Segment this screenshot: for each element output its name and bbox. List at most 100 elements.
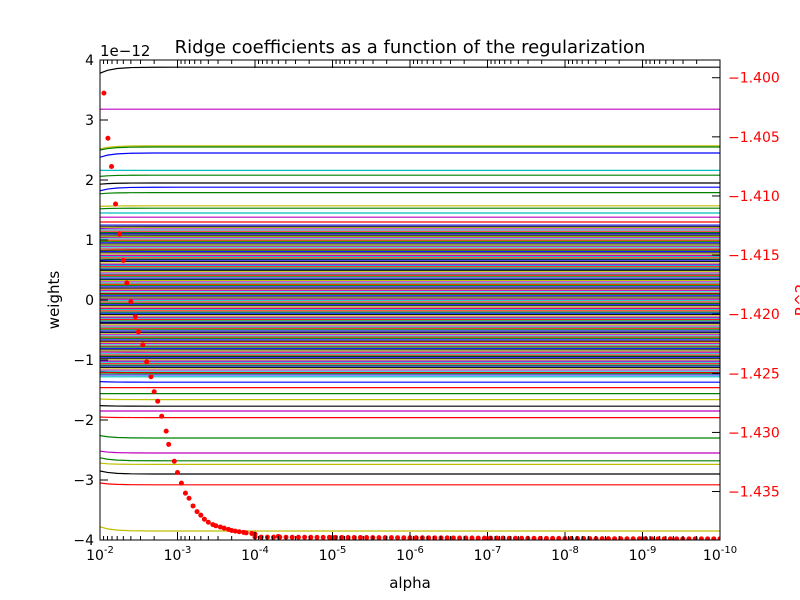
r2-point [289,534,295,540]
x-tick-label: 10-2 [86,545,114,564]
y-axis-title: weights [45,271,63,330]
weight-line [100,186,720,192]
r2-point [401,535,407,540]
r2-point [124,280,130,286]
weight-line [100,398,720,401]
r2-point [243,530,249,536]
x-tick-label: 10-10 [703,545,737,564]
r2-point [159,413,165,419]
r2-point [144,359,150,365]
y-tick-label: 1 [85,233,94,249]
r2-point [705,536,711,540]
weight-line [100,435,720,439]
r2-point [217,524,223,530]
y2-tick-label: −1.435 [728,485,780,501]
r2-point [636,536,642,540]
r2-point [339,534,345,540]
r2-point [128,299,134,305]
r2-point [357,535,363,540]
y-tick-label: 4 [85,53,94,69]
r2-point [166,441,172,447]
weight-line [100,416,720,419]
y-axis-left: −4 −3 −2 −1 0 1 2 3 4 [73,53,108,549]
r2-point [630,536,636,540]
weight-line [100,146,720,151]
r2-point [556,535,562,540]
r2-point [481,535,487,540]
x-tick-label: 10-7 [474,545,502,564]
weight-line [100,462,720,465]
r2-point [475,535,481,540]
weight-line [100,405,720,407]
r2-point [132,314,138,320]
weight-line [100,381,720,383]
r2-point [213,523,219,529]
r2-point [395,535,401,540]
r2-point [469,535,475,540]
weight-line [100,450,720,454]
r2-point [178,480,184,486]
y2-tick-label: −1.405 [728,130,780,146]
r2-point [519,535,525,540]
r2-point [624,536,630,540]
r2-point [376,535,382,540]
y2-axis-title: R^2 [792,284,800,317]
r2-point [494,535,500,540]
r2-point [667,536,673,540]
r2-point [302,534,308,540]
r2-point [151,389,157,395]
y2-tick-label: −1.415 [728,248,780,264]
r2-point [599,536,605,540]
r2-point [155,398,161,404]
r2-point [117,231,123,237]
r2-point [686,536,692,540]
r2-point [450,535,456,540]
y2-tick-label: −1.410 [728,189,780,205]
r2-point [105,135,111,141]
weight-line [100,145,720,150]
r2-point [171,458,177,464]
r2-point [113,201,119,207]
r2-point [186,495,192,501]
weight-line [100,207,720,210]
r2-series-group [101,90,720,540]
y2-tick-label: −1.420 [728,307,780,323]
x-tick-label: 10-3 [164,545,192,564]
r2-point [550,535,556,540]
r2-point [320,534,326,540]
r2-point [457,535,463,540]
r2-point [512,535,518,540]
r2-point [190,503,196,509]
x-tick-label: 10-9 [629,545,657,564]
r2-point [140,342,146,348]
r2-point [236,529,242,535]
y-tick-label: 0 [85,293,94,309]
x-axis-title: alpha [389,574,431,592]
r2-point [444,535,450,540]
y-tick-label: 2 [85,173,94,189]
weight-line [100,482,720,486]
r2-point [175,469,180,475]
x-tick-label: 10-6 [396,545,424,564]
y-tick-label: 3 [85,113,94,129]
r2-point [135,329,141,335]
r2-point [543,535,549,540]
y-axis-right: −1.400 −1.405 −1.410 −1.415 −1.420 −1.425 −1.4… [712,71,780,501]
y-tick-label: −1 [73,353,94,369]
weight-line [100,174,720,177]
y-tick-label: −4 [73,533,94,549]
r2-point [649,536,655,540]
weight-line [100,182,720,185]
x-tick-label: 10-4 [241,545,269,564]
y2-tick-label: −1.430 [728,425,780,441]
r2-point [314,534,320,540]
r2-point [120,257,126,263]
weight-line [100,457,720,462]
r2-point [612,536,618,540]
weight-line [100,66,720,74]
x-tick-label: 10-5 [319,545,347,564]
r2-point [194,509,200,515]
r2-point [364,535,370,540]
chart-title: Ridge coefficients as a function of the … [175,37,646,58]
